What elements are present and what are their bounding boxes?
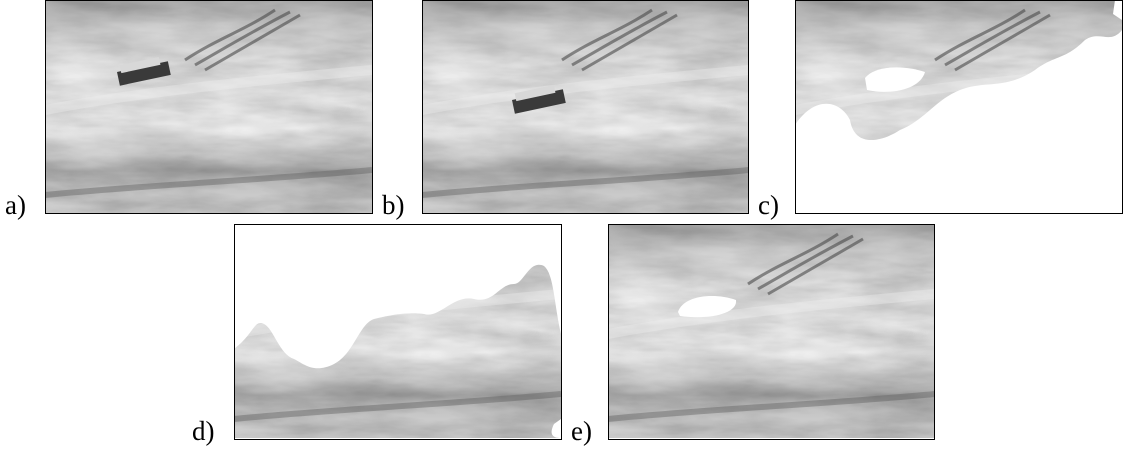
panel-e <box>608 224 935 438</box>
panel-d <box>234 224 561 438</box>
panel-a <box>45 0 372 214</box>
panel-label: c) <box>758 190 779 220</box>
figure: a) b) c) d) e) <box>0 0 1123 450</box>
panel-label: d) <box>192 416 215 446</box>
panel-b <box>422 0 749 214</box>
panel-label: e) <box>571 416 592 446</box>
panel-c <box>795 0 1122 214</box>
panel-label: b) <box>382 190 405 220</box>
panel-label: a) <box>5 190 26 220</box>
